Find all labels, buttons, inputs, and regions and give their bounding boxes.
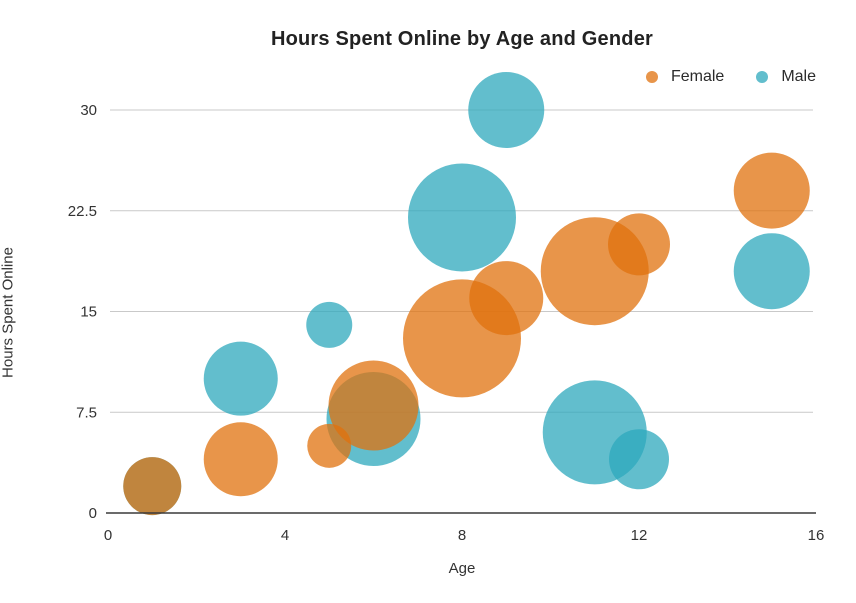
legend-item-female[interactable]: Female <box>645 68 725 86</box>
female-legend-label: Female <box>670 68 725 85</box>
y-tick-label-22.5: 22.5 <box>68 203 97 220</box>
bubble-male-age-5[interactable] <box>306 301 353 348</box>
y-tick-label-7.5: 7.5 <box>76 404 97 421</box>
bubble-female-age-3[interactable] <box>203 422 278 497</box>
legend-item-male[interactable]: Male <box>756 68 816 86</box>
y-tick-label-15: 15 <box>80 304 97 321</box>
bubble-female-age-12[interactable] <box>608 213 670 276</box>
bubble-female-age-9[interactable] <box>469 261 544 336</box>
bubble-female-age-6[interactable] <box>328 360 419 451</box>
bubble-male-age-15[interactable] <box>733 233 810 310</box>
x-tick-label-16: 16 <box>808 527 825 544</box>
x-tick-label-12: 12 <box>631 527 648 544</box>
x-tick-label-4: 4 <box>281 527 289 544</box>
chart-title: Hours Spent Online by Age and Gender <box>270 28 654 50</box>
male-legend-dot-icon <box>756 71 769 83</box>
bubble-female-age-15[interactable] <box>733 152 810 229</box>
bubble-female-age-1[interactable] <box>123 457 182 516</box>
bubble-male-age-8[interactable] <box>408 163 516 272</box>
x-tick-label-0: 0 <box>104 527 112 544</box>
legend: Female Male <box>645 68 816 86</box>
bubble-male-age-3[interactable] <box>203 341 278 416</box>
y-tick-label-30: 30 <box>80 102 97 119</box>
x-tick-label-8: 8 <box>458 527 466 544</box>
male-legend-label: Male <box>781 68 816 85</box>
y-axis-label: Hours Spent Online <box>0 247 17 378</box>
bubble-male-age-9[interactable] <box>468 72 545 148</box>
bubble-male-age-12[interactable] <box>609 429 669 490</box>
x-axis-label: Age <box>448 560 476 577</box>
y-tick-label-0: 0 <box>89 505 97 522</box>
female-legend-dot-icon <box>645 71 658 83</box>
